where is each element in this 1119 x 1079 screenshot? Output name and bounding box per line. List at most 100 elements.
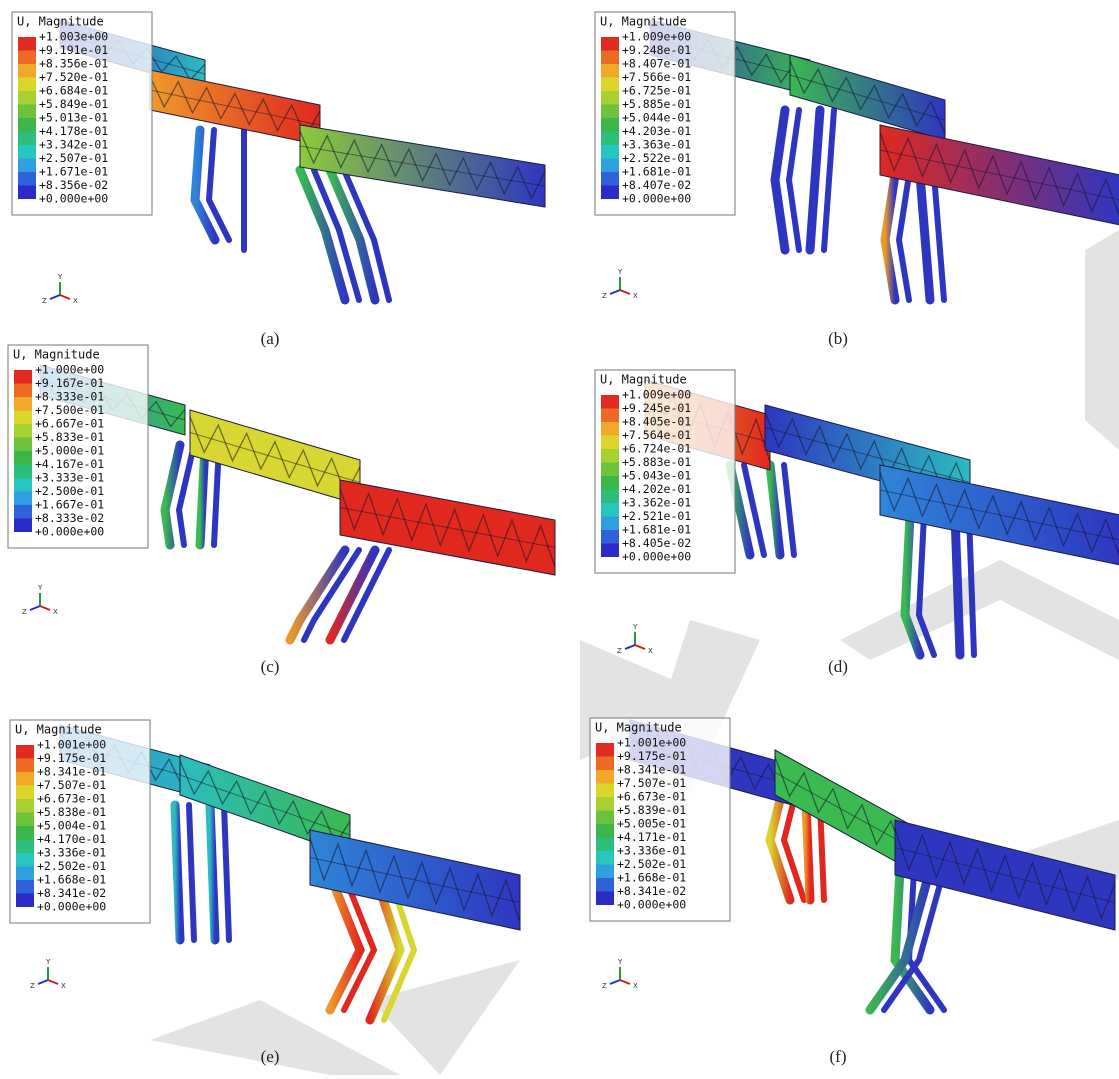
support-leg [325, 165, 380, 305]
panel: U, Magnitude+1.000e+00+9.167e-01+8.333e-… [7, 344, 556, 676]
axis-triad: Y X Z [22, 584, 58, 616]
truss-web [894, 828, 1116, 921]
triad-label: Z [602, 982, 607, 990]
legend-value: +8.341e-01 [617, 763, 686, 777]
triad-label: Z [42, 297, 47, 305]
legend-swatch [596, 878, 614, 892]
legend-swatch [601, 435, 619, 449]
support-leg [190, 125, 220, 245]
legend-value: +1.671e-01 [39, 165, 108, 179]
legend-value: +7.520e-01 [39, 70, 108, 84]
legend: U, Magnitude+1.009e+00+9.248e-01+8.407e-… [594, 11, 736, 216]
truss-chord [189, 432, 361, 483]
panel: U, Magnitude+1.009e+00+9.248e-01+8.407e-… [594, 11, 1119, 348]
legend-value: +4.170e-01 [37, 832, 106, 846]
legend-swatch [601, 543, 619, 557]
support-leg [880, 170, 900, 305]
legend-swatch [16, 839, 34, 853]
legend-swatch [14, 383, 32, 397]
legend-swatch [601, 395, 619, 409]
legend-value: +0.000e+00 [37, 900, 106, 914]
triad-z [29, 605, 41, 611]
legend-value: +1.668e-01 [617, 871, 686, 885]
legend-value: +5.849e-01 [39, 97, 108, 111]
panel-caption: (a) [261, 329, 280, 348]
legend-value: +5.044e-01 [622, 111, 691, 125]
legend: U, Magnitude+1.009e+00+9.245e-01+8.405e-… [594, 369, 736, 574]
truss-chord [179, 774, 351, 836]
support-leg [160, 440, 185, 550]
legend-swatch [16, 785, 34, 799]
triad-label: X [73, 297, 78, 305]
support-leg [805, 105, 825, 255]
legend-swatch [14, 397, 32, 411]
legend-swatch [14, 505, 32, 519]
legend-swatch [18, 64, 36, 78]
legend-swatch [601, 185, 619, 199]
legend-swatch [14, 478, 32, 492]
legend-swatch [601, 50, 619, 64]
legend: U, Magnitude+1.001e+00+9.175e-01+8.341e-… [9, 719, 151, 924]
legend-value: +5.839e-01 [617, 803, 686, 817]
legend-swatch [601, 145, 619, 159]
legend-value: +6.724e-01 [622, 442, 691, 456]
legend-swatch [16, 880, 34, 894]
legend-value: +1.681e-01 [622, 523, 691, 537]
support-leg [186, 802, 197, 943]
triad-label: X [648, 647, 653, 655]
triad-label: Z [602, 292, 607, 300]
support-leg [865, 865, 935, 1015]
triad-label: Z [617, 647, 622, 655]
legend-swatch [601, 408, 619, 422]
triad-x [619, 979, 631, 985]
legend-value: +4.167e-01 [35, 457, 104, 471]
triad-x [59, 294, 71, 300]
legend-swatch [596, 824, 614, 838]
support-leg [931, 172, 947, 303]
legend-value: +0.000e+00 [39, 192, 108, 206]
legend-swatch [596, 864, 614, 878]
support-leg [895, 172, 912, 303]
support-leg [175, 442, 197, 548]
support-leg [915, 512, 937, 658]
legend-value: +8.341e-02 [617, 884, 686, 898]
support-leg [301, 547, 362, 643]
legend-value: +7.507e-01 [37, 778, 106, 792]
legend-value: +2.522e-01 [622, 151, 691, 165]
legend-swatch [14, 491, 32, 505]
legend-swatch [601, 476, 619, 490]
panel-caption: (d) [828, 657, 848, 676]
support-leg [781, 462, 797, 558]
legend-swatch [18, 185, 36, 199]
legend-value: +0.000e+00 [35, 525, 104, 539]
legend-swatch [16, 866, 34, 880]
truss-chord [879, 149, 1119, 201]
legend-swatch [14, 437, 32, 451]
support-leg [741, 462, 767, 558]
legend-swatch [601, 462, 619, 476]
support-leg [765, 460, 785, 560]
support-leg [311, 167, 362, 303]
legend-value: +7.500e-01 [35, 403, 104, 417]
truss-web [189, 416, 361, 496]
triad-label: Y [57, 273, 63, 281]
support-leg [770, 105, 790, 255]
triad-label: X [633, 982, 638, 990]
legend-swatch [18, 77, 36, 91]
legend-value: +5.043e-01 [622, 469, 691, 483]
triad-z [49, 294, 61, 300]
legend-swatch [14, 370, 32, 384]
legend-swatch [16, 758, 34, 772]
support-leg [341, 167, 392, 303]
legend-value: +6.725e-01 [622, 84, 691, 98]
legend-swatch [14, 464, 32, 478]
legend-value: +1.667e-01 [35, 498, 104, 512]
legend: U, Magnitude+1.001e+00+9.175e-01+8.341e-… [589, 717, 731, 922]
truss-chord [339, 507, 556, 548]
legend-value: +5.838e-01 [37, 805, 106, 819]
legend-value: +0.000e+00 [622, 192, 691, 206]
legend-swatch [18, 104, 36, 118]
triad-x [634, 644, 646, 650]
legend-value: +8.341e-02 [37, 886, 106, 900]
